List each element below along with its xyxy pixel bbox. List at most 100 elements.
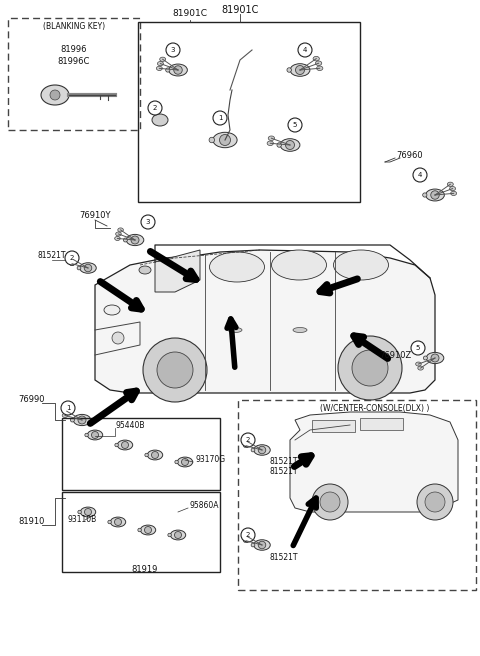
Text: 81996: 81996: [61, 45, 87, 54]
Ellipse shape: [245, 440, 251, 443]
Polygon shape: [312, 420, 355, 432]
Ellipse shape: [147, 450, 163, 460]
Ellipse shape: [209, 137, 215, 143]
Text: (W/CENTER-CONSOLE(DLX) ): (W/CENTER-CONSOLE(DLX) ): [320, 403, 430, 413]
Ellipse shape: [451, 192, 456, 195]
Text: 95860A: 95860A: [190, 501, 219, 510]
Circle shape: [141, 215, 155, 229]
Ellipse shape: [315, 61, 322, 66]
Ellipse shape: [70, 262, 75, 266]
Ellipse shape: [41, 85, 69, 105]
Circle shape: [131, 236, 139, 244]
Polygon shape: [290, 412, 458, 512]
Ellipse shape: [170, 530, 186, 540]
Text: 81901C: 81901C: [172, 9, 207, 18]
Circle shape: [431, 191, 439, 199]
Circle shape: [288, 118, 302, 132]
Circle shape: [78, 416, 86, 424]
Text: 81521T: 81521T: [270, 457, 299, 466]
Ellipse shape: [87, 430, 103, 440]
Ellipse shape: [80, 507, 96, 517]
Ellipse shape: [251, 543, 255, 547]
Circle shape: [181, 459, 189, 466]
Circle shape: [50, 90, 60, 100]
Ellipse shape: [277, 143, 281, 147]
Ellipse shape: [267, 141, 274, 146]
Ellipse shape: [317, 66, 323, 71]
Ellipse shape: [140, 525, 156, 535]
Ellipse shape: [117, 440, 132, 450]
Ellipse shape: [177, 457, 192, 467]
Ellipse shape: [138, 528, 141, 532]
Circle shape: [121, 441, 129, 449]
Ellipse shape: [447, 182, 453, 186]
Ellipse shape: [228, 327, 242, 333]
Text: 81919: 81919: [132, 565, 158, 575]
Circle shape: [65, 251, 79, 265]
Ellipse shape: [272, 250, 326, 280]
Ellipse shape: [416, 362, 421, 366]
Ellipse shape: [254, 540, 270, 550]
Ellipse shape: [213, 133, 237, 148]
Text: (BLANKING KEY): (BLANKING KEY): [43, 22, 105, 30]
Ellipse shape: [175, 461, 179, 464]
Text: 76910Z: 76910Z: [379, 350, 411, 359]
Text: 93170G: 93170G: [195, 455, 225, 464]
Circle shape: [112, 332, 124, 344]
Circle shape: [157, 352, 193, 388]
Ellipse shape: [85, 433, 88, 437]
Circle shape: [61, 401, 75, 415]
Ellipse shape: [287, 68, 291, 72]
Circle shape: [286, 140, 295, 150]
Ellipse shape: [123, 238, 127, 242]
Text: 95440B: 95440B: [115, 420, 144, 430]
Ellipse shape: [64, 409, 70, 413]
Text: 3: 3: [146, 219, 150, 225]
Ellipse shape: [104, 305, 120, 315]
Ellipse shape: [209, 252, 264, 282]
Circle shape: [431, 354, 439, 362]
Ellipse shape: [116, 232, 121, 236]
Text: 81521T: 81521T: [270, 552, 299, 562]
Ellipse shape: [80, 263, 96, 274]
Ellipse shape: [313, 56, 319, 61]
Circle shape: [338, 336, 402, 400]
Text: 2: 2: [246, 437, 250, 443]
Text: 76910Y: 76910Y: [79, 211, 111, 220]
Circle shape: [296, 66, 304, 75]
Circle shape: [92, 432, 98, 438]
Ellipse shape: [77, 266, 81, 270]
Ellipse shape: [78, 510, 81, 514]
Ellipse shape: [139, 266, 151, 274]
Ellipse shape: [280, 138, 300, 152]
Ellipse shape: [108, 520, 111, 523]
Circle shape: [84, 508, 92, 516]
Ellipse shape: [156, 66, 162, 70]
Ellipse shape: [118, 228, 123, 232]
Text: 93110B: 93110B: [68, 516, 97, 525]
Circle shape: [258, 541, 266, 549]
Text: 81521T: 81521T: [38, 251, 66, 260]
Ellipse shape: [73, 415, 91, 426]
Ellipse shape: [115, 443, 119, 447]
Ellipse shape: [245, 535, 251, 539]
Ellipse shape: [268, 136, 275, 140]
Ellipse shape: [160, 57, 166, 62]
Ellipse shape: [423, 356, 427, 360]
Circle shape: [219, 134, 230, 146]
Ellipse shape: [293, 327, 307, 333]
Circle shape: [312, 484, 348, 520]
Circle shape: [148, 101, 162, 115]
Text: 76960: 76960: [396, 150, 423, 159]
Ellipse shape: [110, 517, 126, 527]
Circle shape: [115, 518, 121, 525]
Text: 4: 4: [303, 47, 307, 53]
Ellipse shape: [426, 189, 444, 201]
Text: 2: 2: [70, 255, 74, 261]
Text: 1: 1: [218, 115, 222, 121]
Polygon shape: [360, 418, 403, 430]
Circle shape: [241, 433, 255, 447]
Text: 2: 2: [153, 105, 157, 111]
Ellipse shape: [418, 366, 423, 370]
Circle shape: [84, 264, 92, 272]
